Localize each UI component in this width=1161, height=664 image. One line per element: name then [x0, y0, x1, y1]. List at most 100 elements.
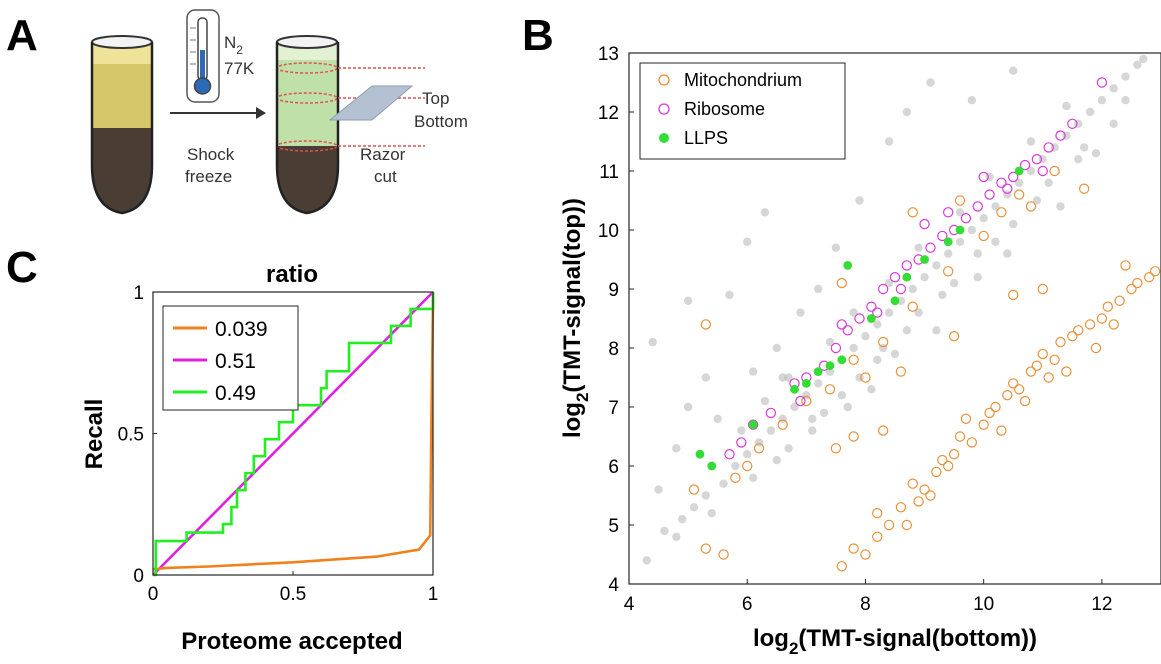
- chart-b-point: [979, 214, 988, 223]
- chart-c-xtick-label: 1: [428, 584, 439, 605]
- chart-b-point: [949, 278, 959, 288]
- chart-b-point: [689, 503, 699, 512]
- chart-b-point: [843, 402, 852, 412]
- chart-b-point: [943, 207, 954, 218]
- chart-b-point: [907, 301, 918, 312]
- chart-b-point: [1074, 155, 1083, 164]
- chart-b-point: [943, 237, 953, 247]
- chart-c-ytick-label: 0: [133, 566, 144, 587]
- chart-b-ylabel-rest: (TMT-signal(top)): [559, 198, 586, 393]
- chart-b-point: [991, 237, 1000, 246]
- chart-b-point: [908, 284, 917, 294]
- chart-b-point: [736, 437, 747, 448]
- chart-b-point: [890, 296, 900, 306]
- chart-b-point: [943, 266, 954, 277]
- gas-label: N2: [224, 33, 243, 57]
- chart-b-point: [830, 443, 842, 454]
- chart-b-point: [901, 260, 913, 271]
- chart-b-ytick-label: 5: [608, 516, 619, 537]
- chart-b-point: [808, 414, 817, 423]
- thermometer-icon: [186, 9, 220, 103]
- chart-b-point: [718, 549, 729, 560]
- scatter-chart: 4 6 8 10 12 4 5 6 7 8 9 10 11 12 13 Mitochondrium Ribos…: [559, 44, 1161, 658]
- chart-b-point: [1031, 153, 1043, 165]
- chart-b-ytick-label: 6: [608, 457, 619, 478]
- chart-b-point: [1085, 107, 1095, 117]
- chart-b-point: [796, 308, 805, 317]
- chart-b-legend-label: Ribosome: [684, 99, 765, 119]
- chart-b-point: [801, 395, 812, 407]
- chart-b-point: [683, 296, 693, 305]
- chart-b-point: [948, 449, 960, 460]
- chart-b-point: [996, 177, 1007, 188]
- chart-b-ylabel-sub: 2: [573, 393, 592, 402]
- chart-b-point: [837, 391, 846, 400]
- chart-b-legend: Mitochondrium Ribosome LLPS: [639, 62, 846, 160]
- chart-b-point: [955, 237, 965, 246]
- chart-b-point: [1143, 272, 1155, 283]
- chart-b-point: [848, 431, 859, 442]
- chart-b-point: [765, 407, 777, 419]
- chart-b-point: [866, 314, 876, 323]
- chart-b-point: [836, 319, 848, 330]
- chart-b-point: [902, 326, 912, 335]
- chart-b-point: [973, 273, 982, 282]
- chart-b-point: [747, 419, 759, 430]
- chart-b-point: [1025, 366, 1037, 377]
- chart-b-point: [849, 308, 858, 317]
- chart-b-point: [688, 484, 700, 495]
- chart-b-point: [1008, 171, 1019, 183]
- chart-b-point: [937, 454, 948, 466]
- chart-b-point: [825, 337, 835, 347]
- schematic-panel: N2 77K Shock freeze Top Bottom Ra: [90, 9, 468, 215]
- chart-b-point: [1067, 331, 1078, 342]
- chart-c-legend-label: 0.49: [215, 382, 256, 405]
- chart-b-point: [1026, 137, 1036, 146]
- chart-b-point: [877, 336, 889, 348]
- chart-b-point: [931, 466, 942, 478]
- chart-b-ytick-label: 13: [598, 44, 619, 65]
- tube-after-icon: [275, 35, 340, 215]
- chart-b-xtick-label: 6: [742, 594, 753, 615]
- chart-b-point: [1043, 142, 1054, 153]
- chart-b-point: [813, 367, 823, 376]
- chart-b-xtick-label: 12: [1091, 594, 1112, 615]
- chart-b-point: [867, 385, 876, 394]
- chart-b-point: [825, 361, 835, 371]
- razor-icon: [328, 67, 425, 147]
- chart-b-point: [877, 425, 889, 436]
- chart-b-point: [1067, 118, 1078, 130]
- chart-b-xlabel: log2(TMT-signal(bottom)): [753, 625, 1037, 658]
- chart-b-point: [813, 379, 823, 388]
- chart-b-xtick-label: 8: [860, 594, 871, 615]
- chart-b-point: [1008, 289, 1019, 301]
- chart-b-point: [1120, 260, 1131, 271]
- chart-b-point: [731, 461, 740, 471]
- chart-b-point: [719, 479, 728, 488]
- chart-b-point: [1013, 384, 1025, 395]
- chart-b-point: [1019, 159, 1031, 171]
- chart-b-point: [955, 225, 965, 235]
- chart-b-ytick-label: 11: [599, 162, 619, 183]
- chart-b-point: [855, 196, 864, 205]
- chart-b-point: [1090, 342, 1102, 354]
- chart-b-point: [642, 556, 651, 565]
- chart-c-frame: [152, 291, 434, 576]
- chart-b-point: [895, 366, 907, 377]
- chart-b-point: [1032, 196, 1042, 205]
- chart-c-legend-label: 0.51: [215, 350, 256, 373]
- chart-b-point: [772, 455, 781, 465]
- chart-b-point: [784, 373, 793, 382]
- panel-letter-c: C: [6, 243, 38, 292]
- chart-b-point: [701, 491, 711, 500]
- chart-b-point: [683, 402, 693, 412]
- chart-b-point: [648, 337, 657, 347]
- chart-c-legend-label: 0.039: [215, 318, 268, 341]
- chart-c-xtick-label: 0: [148, 584, 159, 605]
- chart-b-point: [1003, 249, 1012, 258]
- label-top: Top: [422, 89, 449, 108]
- chart-b-point: [925, 490, 936, 501]
- chart-b-point: [654, 485, 663, 494]
- chart-b-point: [1002, 183, 1013, 194]
- chart-b-point: [660, 526, 669, 536]
